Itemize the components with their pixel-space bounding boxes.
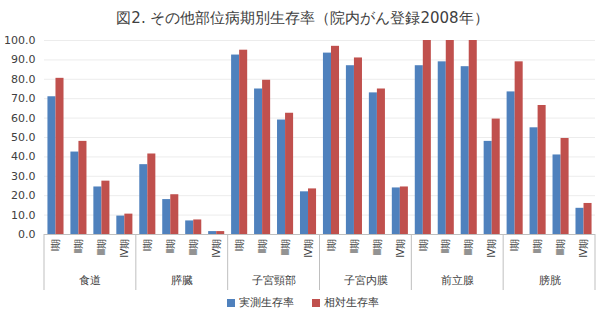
svg-text:Ⅲ期: Ⅲ期 <box>96 239 107 256</box>
svg-text:子宮内膜: 子宮内膜 <box>344 274 388 287</box>
svg-text:Ⅲ期: Ⅲ期 <box>372 239 383 256</box>
svg-text:20.0: 20.0 <box>11 189 36 202</box>
html-text:実測生存率: 実測生存率 <box>238 295 294 309</box>
svg-text:Ⅲ期: Ⅲ期 <box>188 239 199 256</box>
svg-text:Ⅰ期: Ⅰ期 <box>50 239 61 252</box>
svg-text:Ⅱ期: Ⅱ期 <box>532 239 543 254</box>
svg-text:Ⅲ期: Ⅲ期 <box>280 239 291 256</box>
svg-text:0.0: 0.0 <box>18 228 36 241</box>
svg-text:40.0: 40.0 <box>11 150 36 163</box>
svg-text:Ⅱ期: Ⅱ期 <box>165 239 176 254</box>
svg-text:Ⅱ期: Ⅱ期 <box>73 239 84 254</box>
svg-text:50.0: 50.0 <box>11 131 36 144</box>
svg-text:Ⅳ期: Ⅳ期 <box>211 239 222 258</box>
svg-text:100.0: 100.0 <box>4 34 36 47</box>
svg-text:Ⅳ期: Ⅳ期 <box>578 239 589 258</box>
svg-text:80.0: 80.0 <box>11 73 36 86</box>
svg-text:Ⅳ期: Ⅳ期 <box>303 239 314 258</box>
svg-text:10.0: 10.0 <box>11 209 36 222</box>
html-text:相対生存率: 相対生存率 <box>323 295 379 309</box>
svg-text:子宮頸部: 子宮頸部 <box>252 274 296 287</box>
svg-text:30.0: 30.0 <box>11 170 36 183</box>
svg-text:Ⅳ期: Ⅳ期 <box>119 239 130 258</box>
svg-text:Ⅱ期: Ⅱ期 <box>349 239 360 254</box>
svg-text:Ⅰ期: Ⅰ期 <box>234 239 245 252</box>
svg-text:70.0: 70.0 <box>11 92 36 105</box>
svg-text:膵臓: 膵臓 <box>171 274 193 287</box>
svg-text:Ⅱ期: Ⅱ期 <box>440 239 451 254</box>
svg-text:食道: 食道 <box>79 274 101 287</box>
svg-text:Ⅲ期: Ⅲ期 <box>463 239 474 256</box>
svg-text:Ⅰ期: Ⅰ期 <box>509 239 520 252</box>
svg-text:膀胱: 膀胱 <box>539 274 561 287</box>
svg-text:Ⅳ期: Ⅳ期 <box>395 239 406 258</box>
svg-text:90.0: 90.0 <box>11 53 36 66</box>
svg-text:60.0: 60.0 <box>11 112 36 125</box>
html-text:図2. その他部位病期別生存率（院内がん登録2008年）: 図2. その他部位病期別生存率（院内がん登録2008年） <box>116 9 489 27</box>
svg-text:Ⅳ期: Ⅳ期 <box>486 239 497 258</box>
svg-text:Ⅰ期: Ⅰ期 <box>326 239 337 252</box>
svg-text:Ⅰ期: Ⅰ期 <box>142 239 153 252</box>
svg-text:Ⅰ期: Ⅰ期 <box>418 239 429 252</box>
svg-text:Ⅲ期: Ⅲ期 <box>555 239 566 256</box>
svg-text:Ⅱ期: Ⅱ期 <box>257 239 268 254</box>
svg-text:前立腺: 前立腺 <box>441 274 474 287</box>
